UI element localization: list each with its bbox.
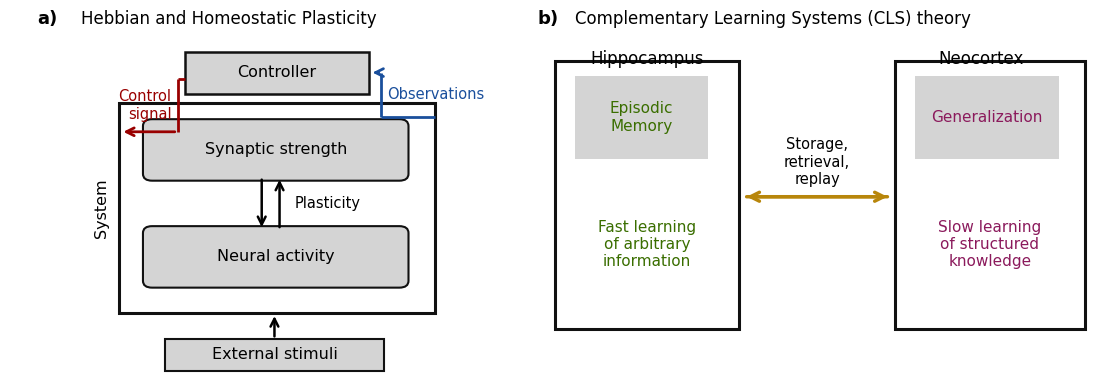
Text: Neocortex: Neocortex: [938, 50, 1024, 68]
FancyBboxPatch shape: [143, 226, 409, 288]
FancyBboxPatch shape: [143, 119, 409, 181]
Text: Observations: Observations: [388, 87, 485, 102]
FancyBboxPatch shape: [915, 76, 1059, 159]
Text: Plasticity: Plasticity: [295, 196, 361, 211]
FancyBboxPatch shape: [119, 103, 435, 313]
Text: Storage,
retrieval,
replay: Storage, retrieval, replay: [784, 138, 850, 187]
Text: Fast learning
of arbitrary
information: Fast learning of arbitrary information: [598, 220, 696, 269]
FancyBboxPatch shape: [185, 52, 369, 94]
FancyBboxPatch shape: [895, 61, 1085, 329]
Text: Controller: Controller: [237, 65, 317, 80]
Text: Control
signal: Control signal: [119, 89, 172, 121]
Text: Complementary Learning Systems (CLS) theory: Complementary Learning Systems (CLS) the…: [575, 10, 971, 28]
Text: Slow learning
of structured
knowledge: Slow learning of structured knowledge: [938, 220, 1042, 269]
Text: Hebbian and Homeostatic Plasticity: Hebbian and Homeostatic Plasticity: [81, 10, 377, 28]
Text: Neural activity: Neural activity: [217, 249, 335, 264]
Text: Generalization: Generalization: [932, 110, 1043, 125]
FancyBboxPatch shape: [165, 339, 384, 371]
Text: Episodic
Memory: Episodic Memory: [609, 101, 673, 134]
Text: Synaptic strength: Synaptic strength: [205, 142, 347, 157]
Text: a): a): [38, 10, 58, 28]
FancyBboxPatch shape: [575, 76, 708, 159]
FancyBboxPatch shape: [555, 61, 739, 329]
Text: Hippocampus: Hippocampus: [591, 50, 704, 68]
Text: External stimuli: External stimuli: [212, 347, 338, 363]
Text: System: System: [94, 178, 109, 238]
Text: b): b): [537, 10, 558, 28]
